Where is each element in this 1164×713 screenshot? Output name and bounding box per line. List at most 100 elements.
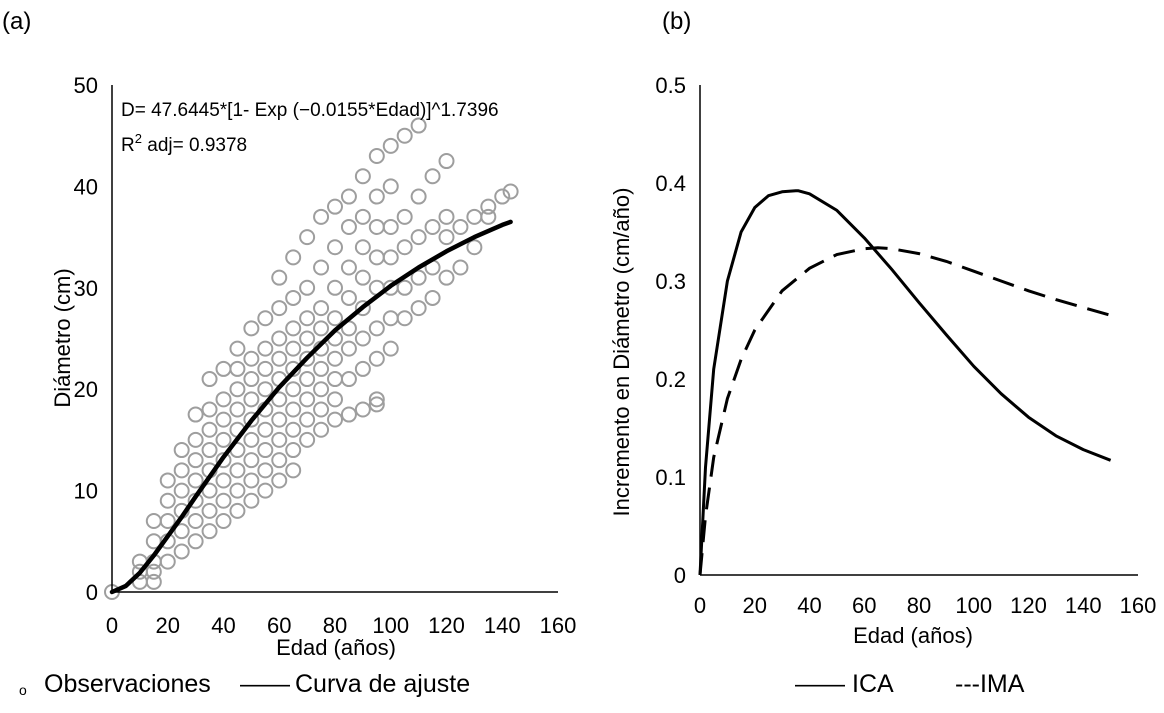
observation-point [368, 320, 385, 337]
observation-point [145, 563, 162, 580]
observation-point [466, 208, 483, 225]
x-tick-label: 120 [428, 613, 465, 638]
observation-point [327, 350, 343, 367]
observation-point [201, 442, 218, 459]
observation-point [340, 259, 357, 276]
observation-point [368, 188, 385, 205]
observation-point [187, 472, 204, 489]
y-tick-label: 0.3 [655, 269, 686, 294]
observation-point [340, 406, 357, 423]
legend-marker-observaciones: o [19, 682, 27, 698]
observation-point [201, 523, 218, 540]
observation-point [285, 421, 302, 438]
observation-point [313, 360, 330, 377]
observation-point [410, 117, 427, 134]
x-tick-label: 120 [1010, 593, 1047, 618]
y-tick-label: 20 [74, 377, 98, 402]
x-tick-label: 60 [267, 613, 291, 638]
observation-point [187, 513, 204, 530]
observation-point [257, 310, 274, 327]
observation-point [159, 492, 176, 509]
r2-annotation: R2 adj= 0.9378 [121, 131, 247, 156]
x-tick-labels: 0 20 40 60 80 100 120 140 160 [694, 593, 1156, 618]
observation-point [396, 239, 413, 256]
observation-point [159, 553, 176, 570]
observation-point [215, 513, 232, 530]
y-tick-label: 0 [674, 563, 686, 588]
observation-point [243, 411, 260, 428]
observation-point [215, 452, 232, 469]
legend-label-curva: Curva de ajuste [295, 670, 470, 698]
observation-point [271, 431, 288, 448]
observation-point [229, 360, 246, 377]
observation-point [299, 229, 316, 246]
observation-point [215, 411, 232, 428]
observation-point [173, 462, 190, 479]
observation-point [271, 391, 288, 408]
y-tick-label: 0.4 [655, 171, 686, 196]
legend-line-curva: —— [240, 670, 290, 698]
observation-point [173, 442, 190, 459]
observation-point [494, 188, 511, 205]
x-tick-label: 0 [694, 593, 706, 618]
x-tick-label: 140 [1065, 593, 1102, 618]
observation-point [145, 573, 162, 590]
y-tick-label: 10 [74, 479, 98, 504]
observation-point [396, 279, 413, 296]
legend-label-ica: ICA [852, 670, 894, 698]
observation-point [299, 411, 316, 428]
x-tick-label: 160 [540, 613, 577, 638]
observation-point [271, 269, 288, 286]
observation-point [410, 188, 427, 205]
observation-point [229, 482, 246, 499]
observation-point [313, 381, 330, 398]
observation-point [368, 350, 385, 367]
x-tick-label: 40 [211, 613, 235, 638]
observation-point [215, 391, 232, 408]
observation-point [396, 310, 413, 327]
observation-point [368, 218, 385, 235]
observation-point [271, 472, 288, 489]
legend-label-observaciones: Observaciones [44, 670, 211, 698]
observation-point [285, 320, 302, 337]
legend-a: o Observaciones —— Curva de ajuste [19, 670, 470, 698]
observation-point [340, 218, 357, 235]
observation-point [299, 431, 316, 448]
observation-point [243, 431, 260, 448]
observation-point [327, 371, 343, 388]
observation-point [368, 147, 385, 164]
observation-point [243, 320, 260, 337]
panel-b: (b) 0 0.1 0.2 0.3 0.4 0.5 0 20 40 60 80 100 120 140 1… [609, 8, 1156, 648]
y-tick-label: 40 [74, 174, 98, 199]
observation-point [201, 502, 218, 519]
observation-point [257, 360, 274, 377]
legend-line-ica: —— [795, 670, 845, 698]
observation-point [354, 168, 371, 185]
observation-point [285, 381, 302, 398]
observation-point [452, 218, 469, 235]
observation-point [201, 401, 218, 418]
x-tick-label: 40 [797, 593, 821, 618]
observation-point [285, 401, 302, 418]
x-tick-label: 20 [156, 613, 180, 638]
observation-point [382, 218, 399, 235]
observation-point [424, 289, 441, 306]
observation-point [271, 411, 288, 428]
observation-point [243, 492, 260, 509]
observation-point [424, 218, 441, 235]
x-axis-title: Edad (años) [853, 623, 973, 648]
observation-point [438, 269, 455, 286]
x-tick-label: 0 [106, 613, 118, 638]
observation-point [327, 310, 343, 327]
x-tick-label: 100 [372, 613, 409, 638]
observation-point [187, 431, 204, 448]
observation-point [159, 472, 176, 489]
observation-point [313, 259, 330, 276]
observation-point [257, 482, 274, 499]
observation-point [257, 442, 274, 459]
observation-point [271, 452, 288, 469]
legend-b: —— ICA ---IMA [795, 670, 1025, 698]
observation-point [382, 340, 399, 357]
observation-point [438, 208, 455, 225]
y-axis-title: Diámetro (cm) [50, 268, 75, 407]
